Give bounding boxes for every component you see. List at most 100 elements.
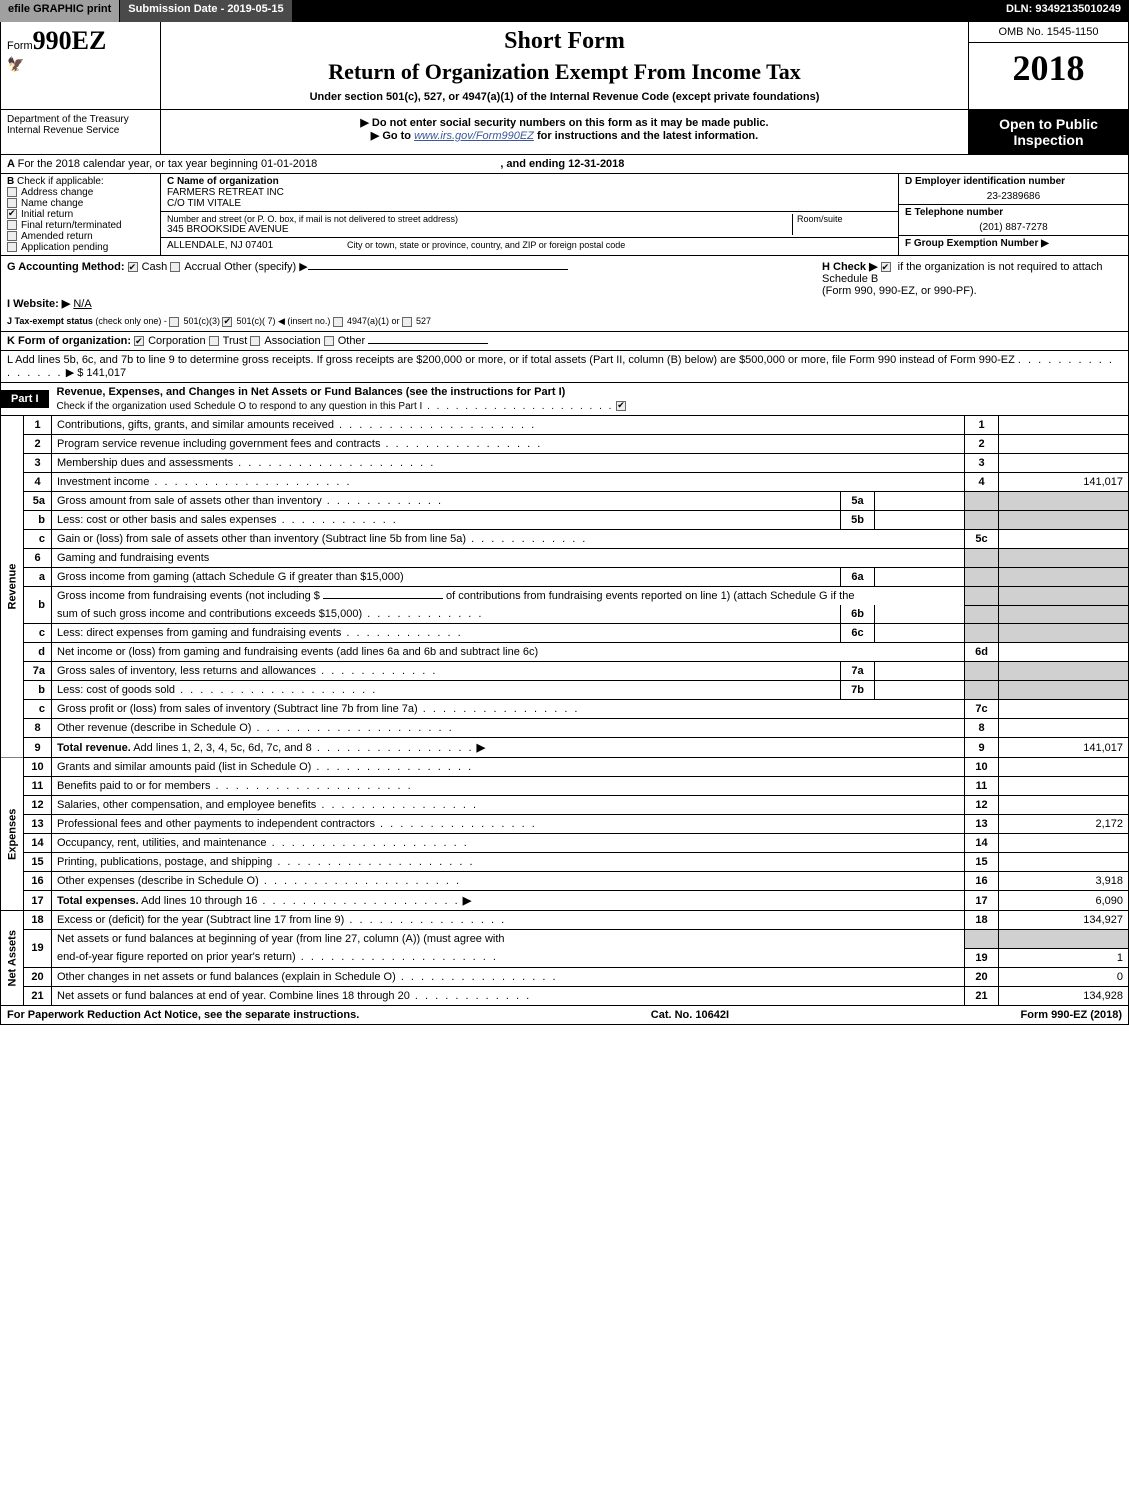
line-13-desc: Professional fees and other payments to …	[57, 818, 375, 830]
table-row: bGross income from fundraising events (n…	[1, 587, 1129, 606]
chk-4947[interactable]	[333, 317, 343, 327]
chk-trust[interactable]	[209, 336, 219, 346]
rnum: 14	[965, 834, 999, 853]
efile-print-tab[interactable]: efile GRAPHIC print	[0, 0, 120, 22]
line-9-desc: Add lines 1, 2, 3, 4, 5c, 6d, 7c, and 8	[133, 742, 312, 754]
part-i-table: Revenue 1 Contributions, gifts, grants, …	[0, 416, 1129, 1006]
val-6a	[875, 568, 965, 587]
line-6b-desc3: sum of such gross income and contributio…	[57, 608, 362, 620]
netassets-side-label: Net Assets	[1, 911, 24, 1006]
street-row: Number and street (or P. O. box, if mail…	[161, 212, 898, 238]
do-not-enter: ▶ Do not enter social security numbers o…	[167, 116, 962, 129]
lbl-amended-return: Amended return	[21, 231, 93, 242]
chk-accrual[interactable]	[170, 262, 180, 272]
mini-5a: 5a	[841, 492, 875, 511]
rnum: 5c	[965, 530, 999, 549]
line-21-desc: Net assets or fund balances at end of ye…	[57, 990, 410, 1002]
chk-schedule-o[interactable]	[616, 401, 626, 411]
rnum: 17	[965, 891, 999, 911]
line-17-desc-bold: Total expenses.	[57, 895, 139, 907]
table-row: 13 Professional fees and other payments t…	[1, 815, 1129, 834]
line-1-desc: Contributions, gifts, grants, and simila…	[57, 419, 334, 431]
chk-address-change[interactable]	[7, 187, 17, 197]
chk-application-pending[interactable]	[7, 242, 17, 252]
amt-3	[999, 454, 1129, 473]
irs-link[interactable]: www.irs.gov/Form990EZ	[414, 130, 534, 142]
chk-cash[interactable]	[128, 262, 138, 272]
amt-7c	[999, 700, 1129, 719]
val-5b	[875, 511, 965, 530]
line-5c-desc: Gain or (loss) from sale of assets other…	[57, 533, 466, 545]
chk-501c[interactable]	[222, 317, 232, 327]
org-name-row: C Name of organization FARMERS RETREAT I…	[161, 174, 898, 212]
table-row: cGross profit or (loss) from sales of in…	[1, 700, 1129, 719]
submission-date-tab: Submission Date - 2019-05-15	[120, 0, 292, 22]
table-row: 9Total revenue. Add lines 1, 2, 3, 4, 5c…	[1, 738, 1129, 758]
box-e-label: E Telephone number	[905, 207, 1003, 218]
form-number-box: Form990EZ 🦅	[1, 22, 161, 109]
line-8-desc: Other revenue (describe in Schedule O)	[57, 722, 251, 734]
amt-12	[999, 796, 1129, 815]
chk-association[interactable]	[250, 336, 260, 346]
chk-initial-return[interactable]	[7, 209, 17, 219]
mini-7a: 7a	[841, 662, 875, 681]
table-row: sum of such gross income and contributio…	[1, 605, 1129, 624]
amt-2	[999, 435, 1129, 454]
entity-block: B Check if applicable: Address change Na…	[0, 174, 1129, 256]
chk-corporation[interactable]	[134, 336, 144, 346]
table-row: Net Assets 18Excess or (deficit) for the…	[1, 911, 1129, 930]
rnum: 11	[965, 777, 999, 796]
line-16-desc: Other expenses (describe in Schedule O)	[57, 875, 259, 887]
footer-cat: Cat. No. 10642I	[651, 1009, 729, 1021]
amt-9: 141,017	[999, 738, 1129, 758]
chk-schedule-b[interactable]	[881, 262, 891, 272]
instructions-box: ▶ Do not enter social security numbers o…	[161, 110, 968, 154]
chk-amended-return[interactable]	[7, 231, 17, 241]
table-row: 19Net assets or fund balances at beginni…	[1, 930, 1129, 949]
line-k: K Form of organization: Corporation Trus…	[0, 332, 1129, 351]
table-row: end-of-year figure reported on prior yea…	[1, 948, 1129, 967]
chk-final-return[interactable]	[7, 220, 17, 230]
val-6c	[875, 624, 965, 643]
chk-527[interactable]	[402, 317, 412, 327]
city-label: City or town, state or province, country…	[327, 240, 892, 251]
chk-501c3[interactable]	[169, 317, 179, 327]
amt-8	[999, 719, 1129, 738]
amt-10	[999, 758, 1129, 777]
lbl-501c: 501(c)( 7) ◀ (insert no.)	[236, 316, 330, 326]
rnum: 13	[965, 815, 999, 834]
lbl-corporation: Corporation	[148, 335, 205, 347]
rnum: 12	[965, 796, 999, 815]
city-value: ALLENDALE, NJ 07401	[167, 240, 327, 251]
table-row: cGain or (loss) from sale of assets othe…	[1, 530, 1129, 549]
rnum: 2	[965, 435, 999, 454]
line-h-text2: (Form 990, 990-EZ, or 990-PF).	[822, 285, 977, 297]
line-a: A For the 2018 calendar year, or tax yea…	[0, 155, 1129, 174]
table-row: dNet income or (loss) from gaming and fu…	[1, 643, 1129, 662]
room-label: Room/suite	[797, 214, 892, 224]
box-c: C Name of organization FARMERS RETREAT I…	[161, 174, 898, 255]
chk-other-org[interactable]	[324, 336, 334, 346]
mini-6a: 6a	[841, 568, 875, 587]
table-row: 8Other revenue (describe in Schedule O) …	[1, 719, 1129, 738]
lbl-initial-return: Initial return	[21, 209, 73, 220]
line-14-desc: Occupancy, rent, utilities, and maintena…	[57, 837, 267, 849]
rnum: 21	[965, 986, 999, 1005]
goto-suffix: for instructions and the latest informat…	[534, 130, 758, 142]
rnum: 18	[965, 911, 999, 930]
table-row: 16Other expenses (describe in Schedule O…	[1, 872, 1129, 891]
line-18-desc: Excess or (deficit) for the year (Subtra…	[57, 914, 344, 926]
ein-value: 23-2389686	[905, 187, 1122, 202]
line-7c-desc: Gross profit or (loss) from sales of inv…	[57, 703, 418, 715]
other-org-input[interactable]	[368, 343, 488, 344]
line-10-desc: Grants and similar amounts paid (list in…	[57, 761, 311, 773]
table-row: 20Other changes in net assets or fund ba…	[1, 967, 1129, 986]
expenses-side-label: Expenses	[1, 758, 24, 911]
line-6c-desc: Less: direct expenses from gaming and fu…	[57, 627, 341, 639]
table-row: 7aGross sales of inventory, less returns…	[1, 662, 1129, 681]
line-j-label: J Tax-exempt status	[7, 316, 93, 326]
fundraising-amount-input[interactable]	[323, 598, 443, 599]
table-row: 6Gaming and fundraising events	[1, 549, 1129, 568]
other-specify-input[interactable]	[308, 269, 568, 270]
chk-name-change[interactable]	[7, 198, 17, 208]
